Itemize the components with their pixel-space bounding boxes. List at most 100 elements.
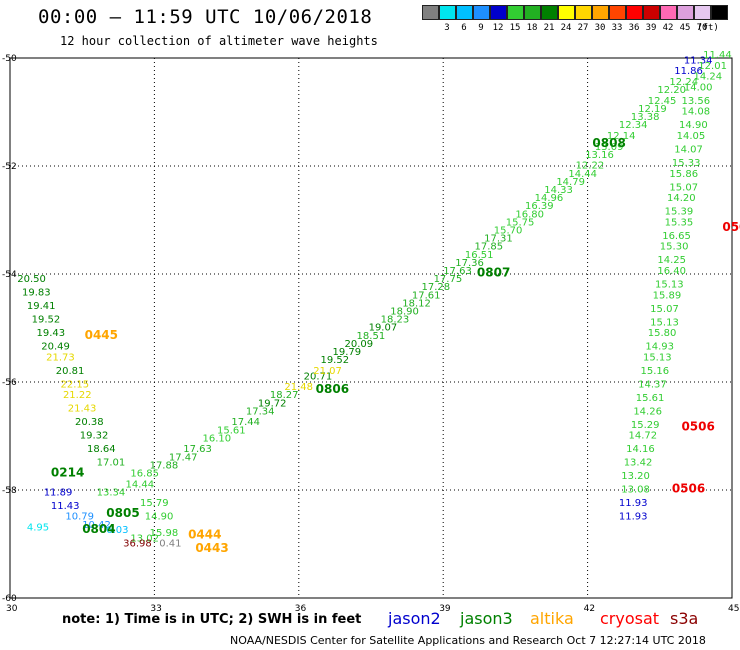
wave-height-value: 21.43 [68, 404, 97, 415]
legend-swatch [592, 5, 609, 20]
wave-height-value: 18.51 [357, 331, 386, 342]
wave-height-value: 19.79 [332, 347, 361, 358]
wave-height-value: 14.24 [693, 72, 722, 83]
lon-tick-label: 33 [150, 604, 161, 614]
satellite-legend-cryosat: cryosat [600, 609, 660, 628]
footer-note: note: 1) Time is in UTC; 2) SWH is in fe… [62, 612, 362, 627]
pass-label: 0806 [316, 382, 349, 396]
legend-label: 33 [611, 23, 623, 33]
pass-label: 0444 [188, 528, 221, 542]
wave-height-value: 19.43 [36, 328, 65, 339]
legend-label: 42 [662, 23, 674, 33]
pass-label: 0808 [592, 136, 625, 150]
wave-height-value: 15.61 [636, 393, 665, 404]
lat-tick-label: -50 [2, 54, 17, 64]
lon-tick-label: 39 [439, 604, 451, 614]
legend-label: 21 [543, 23, 555, 33]
legend-label: 27 [577, 23, 589, 33]
wave-height-value: 15.39 [665, 207, 694, 218]
wave-height-value: 16.85 [130, 469, 159, 480]
wave-height-value: 21.48 [284, 382, 313, 393]
wave-height-value: 19.41 [27, 301, 56, 312]
wave-height-value: 16.80 [515, 209, 544, 220]
wave-height-value: 15.13 [643, 352, 672, 363]
wave-height-value: 12.14 [607, 131, 636, 142]
wave-height-value: 14.05 [677, 131, 706, 142]
wave-height-value: 11.43 [51, 501, 80, 512]
satellite-legend-jason2: jason2 [388, 609, 441, 628]
wave-height-value: 15.07 [650, 304, 679, 315]
wave-height-value: 17.44 [231, 417, 260, 428]
legend-label: 18 [526, 23, 538, 33]
wave-height-value: 17.47 [169, 452, 198, 463]
legend-swatch [422, 5, 439, 20]
wave-height-value: 21.73 [46, 352, 75, 363]
legend-label: 12 [492, 23, 504, 33]
wave-height-value: 16.65 [662, 231, 691, 242]
wave-height-value: 14.37 [638, 379, 667, 390]
wave-height-value: 13.20 [621, 471, 650, 482]
wave-height-value: 14.07 [674, 145, 703, 156]
wave-height-value: 14.44 [568, 169, 597, 180]
wave-height-value: 16.51 [465, 250, 494, 261]
wave-height-value: 18.64 [87, 444, 116, 455]
wave-height-value: 18.27 [270, 390, 299, 401]
wave-height-value: 15.75 [506, 217, 535, 228]
wave-height-value: 14.79 [556, 177, 585, 188]
wave-height-value: 15.33 [672, 158, 701, 169]
wave-height-value: 15.13 [655, 280, 684, 291]
pass-label: 0804 [82, 522, 115, 536]
legend-swatch [609, 5, 626, 20]
wave-height-value: 14.44 [126, 479, 155, 490]
pass-label: 0506 [672, 482, 705, 496]
legend-swatch [439, 5, 456, 20]
footer-credit: NOAA/NESDIS Center for Satellite Applica… [230, 634, 706, 647]
wave-height-value: 20.38 [75, 417, 104, 428]
wave-height-value: 11.86 [674, 66, 703, 77]
wave-height-value: 12.22 [576, 161, 605, 172]
legend-swatch [643, 5, 660, 20]
wave-height-value: 12.24 [669, 77, 698, 88]
lon-tick-label: 30 [6, 604, 18, 614]
wave-height-value: 14.26 [633, 406, 662, 417]
wave-height-value: 14.08 [681, 107, 710, 118]
wave-height-value: 15.30 [660, 242, 689, 253]
legend-swatch [524, 5, 541, 20]
legend-swatch [711, 5, 728, 20]
wave-height-value: 15.61 [217, 425, 246, 436]
wave-height-value: 12.01 [698, 61, 727, 72]
wave-height-value: 17.31 [484, 234, 513, 245]
wave-height-value: 13.56 [681, 96, 710, 107]
wave-height-value: 11.34 [684, 55, 713, 66]
legend-swatch [490, 5, 507, 20]
wave-height-value: 4.95 [27, 523, 49, 534]
legend-label: 15 [509, 23, 521, 33]
wave-height-value: 11.89 [44, 487, 73, 498]
wave-height-value: 11.93 [619, 498, 648, 509]
wave-height-value: 18.23 [381, 315, 410, 326]
pass-label: 0807 [477, 266, 510, 280]
wave-height-value: 13.34 [97, 487, 126, 498]
wave-height-value: 14.96 [535, 193, 564, 204]
wave-height-value: 22.15 [61, 379, 90, 390]
wave-height-value: 15.79 [140, 498, 169, 509]
wave-height-value: 13.38 [631, 112, 660, 123]
wave-height-value: 0.41 [159, 539, 181, 550]
legend-label: 39 [645, 23, 657, 33]
wave-height-value: 16.10 [203, 433, 232, 444]
wave-height-value: 17.36 [455, 258, 484, 269]
lon-tick-label: 36 [295, 604, 307, 614]
wave-height-value: 21.07 [313, 366, 342, 377]
satellite-legend-jason3: jason3 [460, 609, 513, 628]
wave-height-value: 20.71 [304, 371, 333, 382]
plot-frame [9, 57, 733, 599]
legend-unit: (ft) [697, 23, 719, 33]
wave-height-value: 20.49 [41, 342, 70, 353]
wave-height-value: 19.72 [258, 398, 287, 409]
wave-height-value: 17.61 [412, 290, 441, 301]
legend-swatch [558, 5, 575, 20]
wave-height-value: 19.83 [22, 288, 51, 299]
wave-height-value: 17.88 [150, 460, 179, 471]
pass-label: 0445 [85, 328, 118, 342]
